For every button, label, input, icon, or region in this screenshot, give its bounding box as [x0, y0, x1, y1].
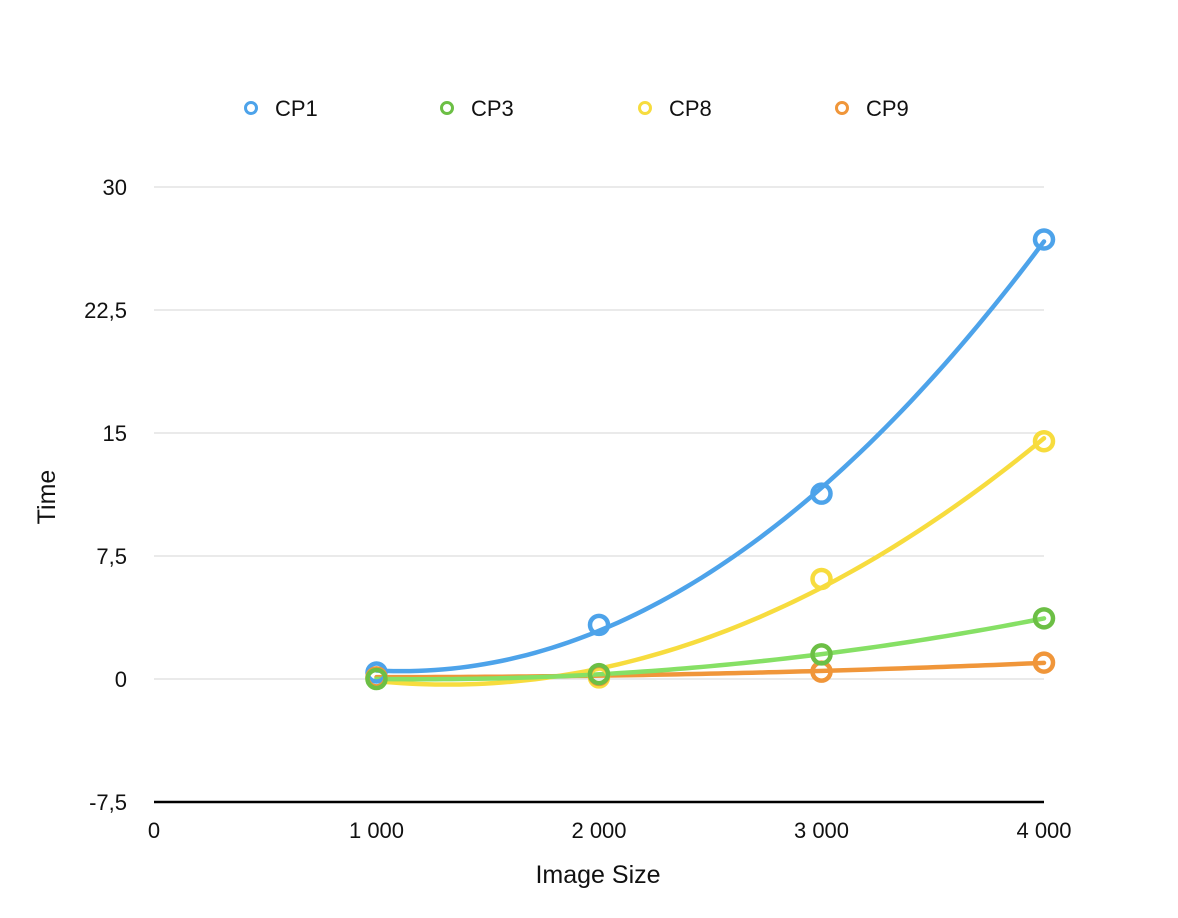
y-tick-label: 22,5	[84, 298, 127, 323]
legend-label-cp1: CP1	[275, 96, 318, 121]
data-point-cp3	[365, 667, 388, 691]
x-tick-label: 2 000	[571, 818, 626, 843]
x-axis-title: Image Size	[535, 861, 660, 889]
series-line-cp1	[374, 239, 1047, 674]
data-point-cp3	[810, 643, 833, 666]
legend-marker-cp3	[440, 101, 454, 115]
legend-marker-cp8	[638, 101, 652, 115]
series-line-cp3	[374, 616, 1047, 682]
data-point-cp1	[810, 482, 833, 505]
data-point-cp1	[1032, 228, 1056, 251]
y-tick-label: 30	[103, 175, 127, 200]
x-tick-label: 4 000	[1016, 818, 1071, 843]
x-tick-label: 3 000	[794, 818, 849, 843]
legend-label-cp9: CP9	[866, 96, 909, 121]
x-tick-label: 0	[148, 818, 160, 843]
y-tick-label: 0	[115, 667, 127, 692]
axes: -7,5 0 7,5 15 22,5 30 0 1 000 2 000 3 000 4 000	[84, 175, 1071, 843]
legend-label-cp8: CP8	[669, 96, 712, 121]
y-axis-title: Time	[33, 470, 61, 525]
legend: CP1 CP3 CP8 CP9	[244, 96, 909, 121]
x-tick-label: 1 000	[349, 818, 404, 843]
y-tick-label: 7,5	[96, 544, 127, 569]
data-point-cp8	[1032, 429, 1056, 453]
legend-marker-cp1	[244, 101, 258, 115]
series	[365, 228, 1056, 691]
data-point-cp3	[1032, 607, 1056, 630]
series-line-cp8	[374, 436, 1047, 687]
legend-marker-cp9	[835, 101, 849, 115]
legend-label-cp3: CP3	[471, 96, 514, 121]
data-point-cp1	[587, 613, 611, 637]
y-tick-label: 15	[103, 421, 127, 446]
data-point-cp8	[810, 567, 833, 591]
y-tick-label: -7,5	[89, 790, 127, 815]
data-point-cp9	[1032, 651, 1056, 674]
gridlines	[154, 186, 1044, 680]
data-point-cp3	[587, 662, 611, 686]
